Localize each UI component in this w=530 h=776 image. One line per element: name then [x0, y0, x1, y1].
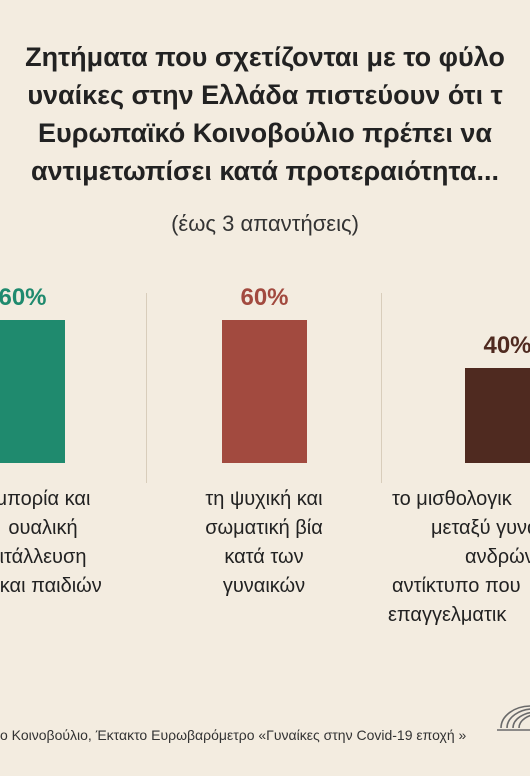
bar	[222, 320, 307, 463]
category-label: τη ψυχική και σωματική βία κατά των γυνα…	[154, 485, 374, 601]
bar	[0, 320, 65, 463]
bar-value-label: 60%	[0, 284, 47, 311]
parliament-logo-icon	[497, 705, 530, 731]
category-label-line: ανδρών κ	[465, 546, 530, 568]
source-note: ο Κοινοβούλιο, Έκτακτο Ευρωβαρόμετρο «Γυ…	[0, 727, 467, 743]
bar-value-label: 60%	[240, 284, 289, 311]
chart-title-line: Ευρωπαϊκό Κοινοβούλιο πρέπει να	[38, 118, 492, 148]
chart-title-line: αντιμετωπίσει κατά προτεραιότητα...	[31, 156, 499, 186]
category-label: μπορία και ουαλική ιτάλλευση ν και παιδι…	[0, 485, 153, 601]
category-label-line: σωματική βία	[205, 517, 323, 539]
category-label-line: αντίκτυπο που	[392, 575, 521, 597]
category-label-line: μπορία και	[0, 488, 91, 510]
category-label-line: ουαλική	[8, 517, 78, 539]
category-label-line: τη ψυχική και	[205, 488, 323, 510]
category-label: το μισθολογικ μεταξύ γυνα ανδρών κ αντίκ…	[388, 485, 530, 630]
category-label-line: μεταξύ γυνα	[431, 517, 530, 539]
category-label-line: ν και παιδιών	[0, 575, 102, 597]
category-label-line: κατά των	[224, 546, 304, 568]
category-label-line: ιτάλλευση	[0, 546, 87, 568]
chart-title: Ζητήματα που σχετίζονται με το φύλο υναί…	[0, 38, 530, 190]
chart-title-line: Ζητήματα που σχετίζονται με το φύλο	[25, 42, 505, 72]
bar-value-label: 40%	[483, 331, 530, 359]
category-label-line: επαγγελματικ	[388, 604, 507, 626]
column-divider	[381, 293, 382, 483]
category-label-line: γυναικών	[222, 575, 306, 597]
bar	[465, 367, 530, 463]
column-divider	[146, 293, 147, 483]
chart-title-line: υναίκες στην Ελλάδα πιστεύουν ότι τ	[27, 80, 503, 110]
chart-subtitle: (έως 3 απαντήσεις)	[171, 211, 359, 236]
category-label-line: το μισθολογικ	[392, 488, 512, 510]
